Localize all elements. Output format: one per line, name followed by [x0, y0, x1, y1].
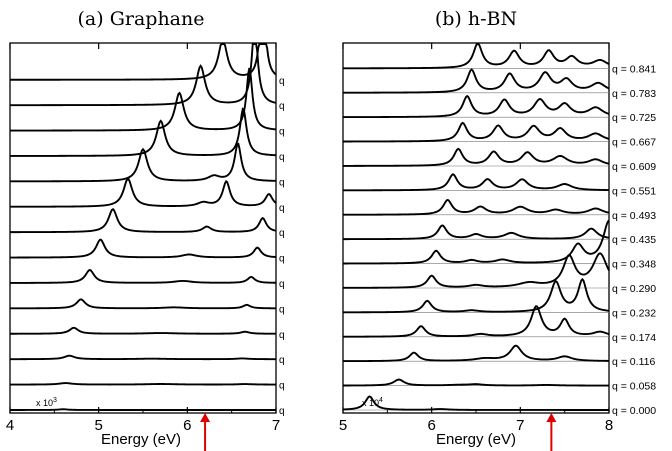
spectrum-curve-14: [342, 43, 610, 70]
spectrum-curve-4: [342, 277, 610, 314]
spectrum-curve-7: [10, 208, 277, 234]
spectrum-curve-12: [343, 94, 610, 119]
panel-a-curves: [10, 43, 277, 411]
spectrum-curve-9: [10, 142, 277, 183]
curve-label-5: q = 0.290: [612, 283, 656, 295]
curve-label-10: q = 0.609: [612, 161, 656, 173]
x-tick-label-3: 7: [272, 417, 280, 434]
spectrum-curve-5: [343, 252, 610, 289]
curve-label-4: q = 0.232: [612, 307, 656, 319]
curve-label-9: q = 0.551: [612, 185, 656, 197]
curve-label-3: q = 0.174: [612, 332, 656, 344]
spectrum-curve-1: [10, 382, 277, 386]
spectrum-curve-2: [10, 354, 277, 361]
curve-label-4: q: [279, 304, 285, 315]
curve-label-8: q = 0.493: [612, 210, 656, 222]
spectrum-curve-10: [343, 147, 610, 167]
panel-b-title: (b) h-BN: [435, 8, 517, 30]
x-tick-label-2: 6: [183, 417, 191, 434]
arrow-head: [546, 413, 557, 422]
curve-label-0: q: [279, 406, 285, 417]
x-tick-label-1: 5: [94, 417, 102, 434]
spectrum-curve-0: [342, 395, 609, 411]
spectrum-curve-8: [10, 177, 277, 208]
curve-label-12: q: [279, 101, 285, 112]
panel-b-x-ticks: 5 6 7 8: [339, 43, 613, 434]
curve-label-9: q: [279, 177, 285, 188]
spectrum-curve-0: [10, 408, 276, 411]
spectrum-curve-11: [343, 121, 610, 143]
panel-b-curve-labels: q = 0.000 q = 0.058 q = 0.116 q = 0.174 q = …: [612, 63, 656, 417]
spectrum-curve-6: [343, 219, 610, 265]
curve-label-2: q: [279, 355, 285, 366]
spectrum-curve-5: [10, 268, 277, 284]
spectrum-curve-4: [10, 298, 277, 310]
curve-label-5: q: [279, 279, 285, 290]
curve-label-6: q = 0.348: [612, 259, 656, 271]
panel-b-curves: [342, 43, 610, 411]
curve-label-13: q: [279, 76, 285, 87]
curve-label-1: q: [279, 381, 285, 392]
x-tick-label-0: 5: [339, 417, 347, 434]
curve-label-7: q: [279, 228, 285, 239]
panel-b-arrow-marker: [546, 413, 557, 451]
curve-label-12: q = 0.725: [612, 112, 656, 124]
curve-label-6: q: [279, 254, 285, 265]
x-tick-label-3: 8: [605, 417, 613, 434]
spectrum-curve-12: [10, 43, 277, 107]
spectrum-curve-3: [342, 305, 610, 338]
curve-label-2: q = 0.116: [612, 356, 655, 368]
spectrum-curve-2: [343, 344, 610, 363]
panel-a-x-axis-label: Energy (eV): [101, 431, 181, 448]
spectrum-curve-13: [10, 43, 277, 81]
x-tick-label-1: 6: [427, 417, 435, 434]
spectrum-curve-11: [10, 67, 277, 132]
curve-label-0: q = 0.000: [612, 405, 656, 417]
spectrum-curve-9: [343, 173, 610, 192]
spectrum-curve-1: [343, 378, 609, 387]
curve-label-10: q: [279, 152, 285, 163]
curve-label-7: q = 0.435: [612, 234, 656, 246]
curve-label-3: q: [279, 330, 285, 341]
curve-label-8: q: [279, 203, 285, 214]
panel-hbn: (b) h-BN 5 6 7 8 q = 0.000 q = 0.058 q = 0.11…: [339, 8, 656, 451]
panel-a-x-ticks: 4 5 6 7: [6, 43, 280, 434]
panel-b-scale-note: x 104: [362, 397, 383, 408]
curve-label-11: q: [279, 127, 285, 138]
panel-a-scale-note: x 103: [36, 397, 57, 408]
panel-a-plot-frame: [9, 42, 277, 414]
curve-label-13: q = 0.783: [612, 88, 656, 100]
spectrum-curve-13: [343, 68, 610, 94]
spectrum-curve-7: [343, 224, 610, 241]
spectrum-curve-3: [10, 326, 276, 335]
curve-label-1: q = 0.058: [612, 381, 656, 393]
spectrum-curve-6: [10, 238, 277, 259]
curve-label-11: q = 0.667: [612, 137, 656, 149]
panel-a-curve-labels: q q q q q q q q q q q q q q: [279, 76, 285, 417]
arrow-head: [200, 413, 211, 422]
x-tick-label-0: 4: [6, 417, 14, 434]
panel-a-arrow-marker: [200, 413, 211, 451]
curve-label-14: q = 0.841: [612, 63, 656, 75]
spectrum-curve-10: [10, 107, 277, 157]
spectrum-curve-8: [343, 199, 610, 216]
panel-graphane: (a) Graphane 4 5 6 7 q q q q q q q q q q q q q q x 103 E…: [6, 8, 285, 451]
panel-b-x-axis-label: Energy (eV): [436, 431, 516, 448]
x-tick-label-2: 7: [516, 417, 524, 434]
panel-a-title: (a) Graphane: [78, 8, 205, 30]
